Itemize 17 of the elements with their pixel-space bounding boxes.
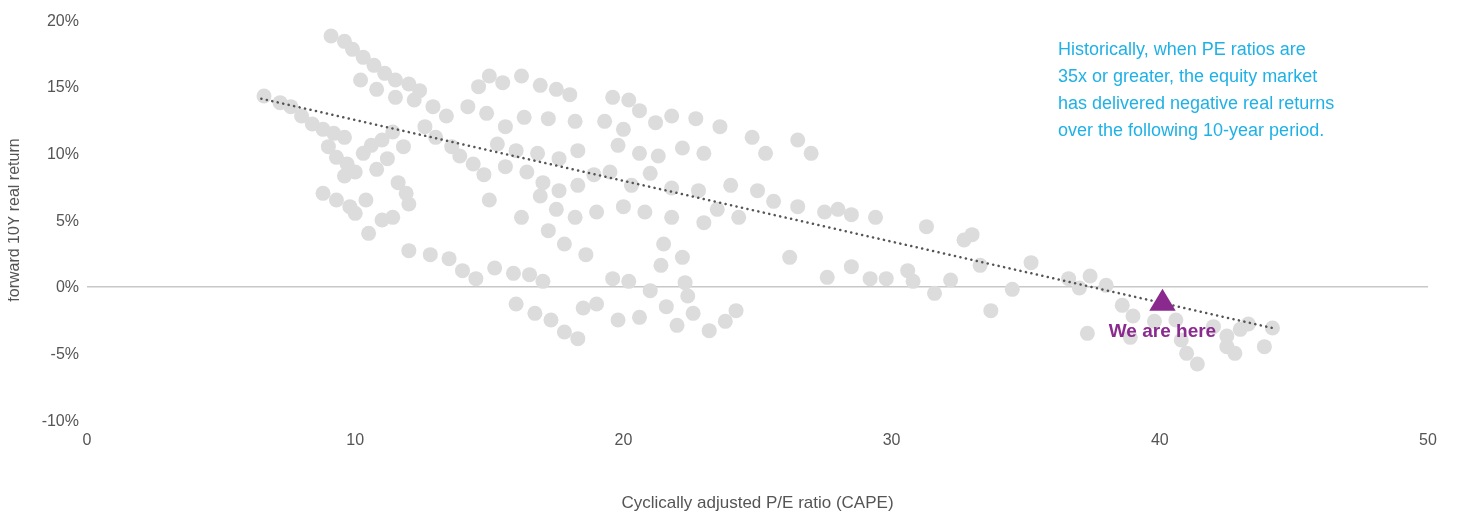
x-axis-title: Cyclically adjusted P/E ratio (CAPE)	[621, 493, 894, 512]
y-tick-label: 10%	[46, 145, 79, 163]
y-tick-label: 15%	[46, 78, 79, 96]
y-tick-label: 0%	[55, 278, 79, 296]
series-label: We are here	[1108, 320, 1217, 342]
x-tick-label: 0	[82, 431, 92, 449]
y-axis-title: forward 10Y real return	[4, 138, 22, 302]
x-tick-label: 10	[346, 431, 365, 449]
x-tick-label: 50	[1419, 431, 1437, 449]
x-tick-label: 40	[1150, 431, 1169, 449]
x-tick-label: 20	[614, 431, 633, 449]
y-tick-label: 5%	[55, 211, 79, 229]
x-tick-label: 30	[882, 431, 901, 449]
annotation: Historically, when PE ratios are 35x or greater, the equity market has delivered negative real returns over the following 10-year period.	[1058, 38, 1336, 142]
y-tick-label: -10%	[41, 411, 79, 429]
y-tick-label: 20%	[46, 11, 79, 29]
y-tick-label: -5%	[50, 345, 79, 363]
